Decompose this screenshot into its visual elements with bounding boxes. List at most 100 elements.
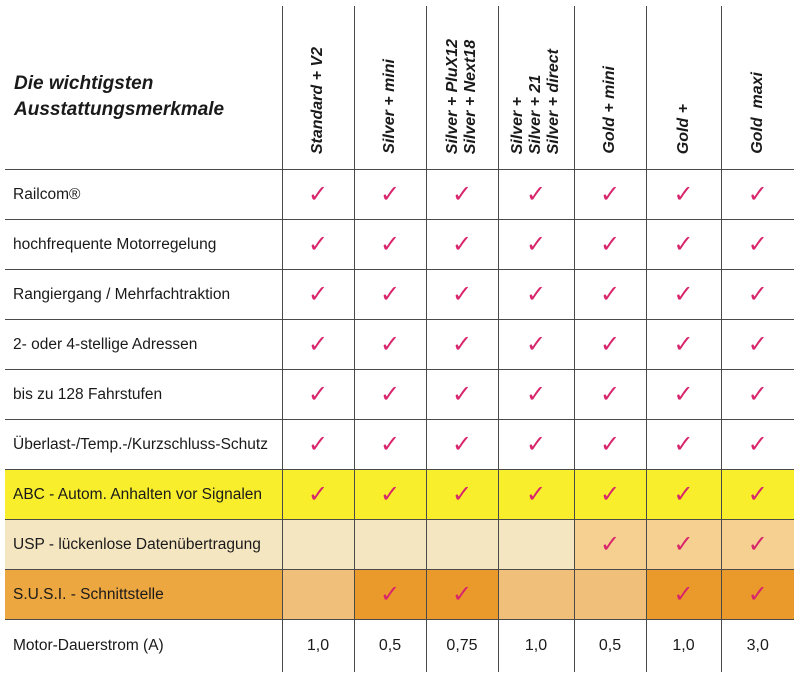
check-mark-icon: ✓ [425,419,499,470]
check-mark-icon: ✓ [720,519,794,570]
check-mark-icon: ✓ [425,219,499,270]
table-row: 2- oder 4-stellige Adressen ✓ ✓ ✓ ✓ ✓ ✓ ✓ [5,319,794,370]
check-mark-icon: ✓ [425,569,499,620]
check-mark-icon: ✓ [281,369,355,420]
check-mark-icon: ✓ [573,369,647,420]
check-mark-icon: ✓ [497,469,575,520]
table-row: hochfrequente Motorregelung ✓ ✓ ✓ ✓ ✓ ✓ ✓ [5,219,794,270]
column-header-6: Gold maxi [720,6,794,170]
feature-label: Rangiergang / Mehrfachtraktion [5,269,283,320]
table-body: Railcom® ✓ ✓ ✓ ✓ ✓ ✓ ✓ hochfrequente Motorregelu… [5,169,794,672]
check-mark-icon: ✓ [497,269,575,320]
feature-table: Die wichtigsten Ausstattungsmerkmale Sta… [5,6,794,672]
check-mark-icon: ✓ [425,319,499,370]
check-mark-icon: ✓ [645,269,722,320]
check-mark-icon: ✓ [353,369,427,420]
column-header-5: Gold + [645,6,722,170]
check-mark-icon: ✓ [353,319,427,370]
column-header-1: Silver + mini [353,6,427,170]
check-mark-icon: ✓ [720,419,794,470]
check-mark-icon: ✓ [281,419,355,470]
header-row: Die wichtigsten Ausstattungsmerkmale Sta… [5,6,794,170]
check-mark-icon: ✓ [720,169,794,220]
motor-current-value: 0,75 [425,619,499,672]
motor-current-value: 3,0 [720,619,794,672]
feature-label: bis zu 128 Fahrstufen [5,369,283,420]
table-row: Railcom® ✓ ✓ ✓ ✓ ✓ ✓ ✓ [5,169,794,220]
column-header-4: Gold + mini [573,6,647,170]
table-row: S.U.S.I. - Schnittstelle ✓ ✓ ✓ ✓ [5,569,794,620]
check-mark-icon: ✓ [720,469,794,520]
feature-label: USP - lückenlose Datenübertragung [5,519,283,570]
check-mark-icon: ✓ [281,169,355,220]
check-mark-icon: ✓ [720,319,794,370]
check-mark-icon: ✓ [645,569,722,620]
feature-label: ABC - Autom. Anhalten vor Signalen [5,469,283,520]
table-row: USP - lückenlose Datenübertragung ✓ ✓ ✓ [5,519,794,570]
motor-current-label: Motor-Dauerstrom (A) [5,619,283,672]
motor-current-value: 0,5 [353,619,427,672]
check-mark-icon: ✓ [497,369,575,420]
check-mark-icon: ✓ [645,319,722,370]
check-mark-icon: ✓ [645,519,722,570]
empty-cell [281,569,355,620]
check-mark-icon: ✓ [497,319,575,370]
empty-cell [497,569,575,620]
check-mark-icon: ✓ [425,269,499,320]
check-mark-icon: ✓ [573,319,647,370]
table-title: Die wichtigsten Ausstattungsmerkmale [5,6,283,170]
check-mark-icon: ✓ [573,269,647,320]
check-mark-icon: ✓ [425,369,499,420]
motor-current-value: 1,0 [645,619,722,672]
table-row: Überlast-/Temp.-/Kurzschluss-Schutz ✓ ✓ ✓ ✓ ✓… [5,419,794,470]
motor-current-row: Motor-Dauerstrom (A) 1,0 0,5 0,75 1,0 0,5 1,0 3… [5,619,794,672]
check-mark-icon: ✓ [353,469,427,520]
table-row: Rangiergang / Mehrfachtraktion ✓ ✓ ✓ ✓ ✓ ✓ ✓ [5,269,794,320]
check-mark-icon: ✓ [573,169,647,220]
check-mark-icon: ✓ [353,169,427,220]
empty-cell [281,519,355,570]
empty-cell [353,519,427,570]
check-mark-icon: ✓ [573,219,647,270]
motor-current-value: 1,0 [497,619,575,672]
table-row: bis zu 128 Fahrstufen ✓ ✓ ✓ ✓ ✓ ✓ ✓ [5,369,794,420]
column-header-3: Silver + Silver + 21 Silver + direct [497,6,575,170]
feature-label: 2- oder 4-stellige Adressen [5,319,283,370]
column-header-0: Standard + V2 [281,6,355,170]
title-line-1: Die wichtigsten [14,72,154,94]
check-mark-icon: ✓ [720,269,794,320]
feature-label: S.U.S.I. - Schnittstelle [5,569,283,620]
check-mark-icon: ✓ [720,219,794,270]
check-mark-icon: ✓ [425,469,499,520]
check-mark-icon: ✓ [645,369,722,420]
check-mark-icon: ✓ [497,219,575,270]
check-mark-icon: ✓ [645,169,722,220]
check-mark-icon: ✓ [425,169,499,220]
check-mark-icon: ✓ [353,219,427,270]
feature-label: hochfrequente Motorregelung [5,219,283,270]
check-mark-icon: ✓ [281,269,355,320]
title-line-2: Ausstattungsmerkmale [14,98,225,120]
table-row: ABC - Autom. Anhalten vor Signalen ✓ ✓ ✓ ✓ ✓ ✓… [5,469,794,520]
check-mark-icon: ✓ [281,219,355,270]
check-mark-icon: ✓ [645,469,722,520]
column-header-2: Silver + PluX12 Silver + Next18 [425,6,499,170]
check-mark-icon: ✓ [720,569,794,620]
check-mark-icon: ✓ [720,369,794,420]
check-mark-icon: ✓ [353,569,427,620]
check-mark-icon: ✓ [281,469,355,520]
check-mark-icon: ✓ [281,319,355,370]
empty-cell [573,569,647,620]
empty-cell [425,519,499,570]
check-mark-icon: ✓ [645,219,722,270]
feature-label: Überlast-/Temp.-/Kurzschluss-Schutz [5,419,283,470]
check-mark-icon: ✓ [573,469,647,520]
check-mark-icon: ✓ [645,419,722,470]
check-mark-icon: ✓ [573,419,647,470]
check-mark-icon: ✓ [497,419,575,470]
check-mark-icon: ✓ [497,169,575,220]
motor-current-value: 1,0 [281,619,355,672]
check-mark-icon: ✓ [573,519,647,570]
motor-current-value: 0,5 [573,619,647,672]
